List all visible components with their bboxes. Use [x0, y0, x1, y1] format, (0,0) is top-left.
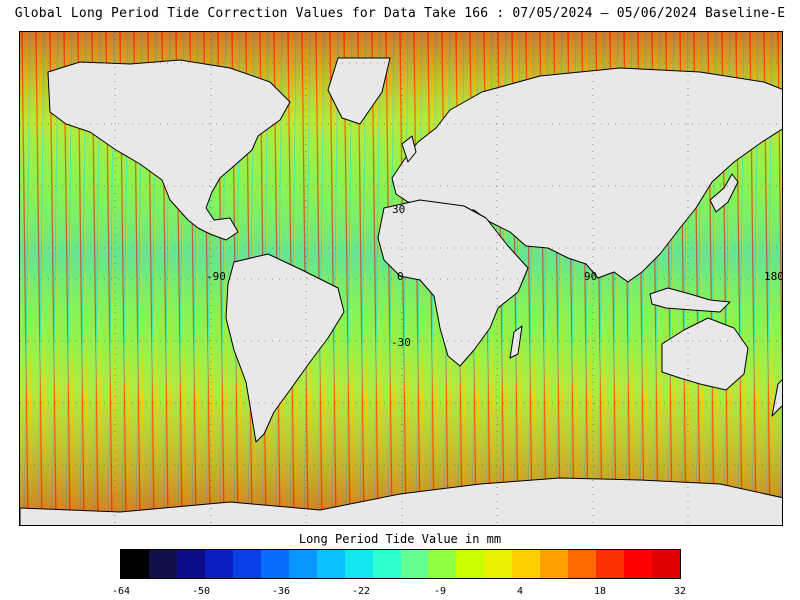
colorbar-swatch [568, 550, 597, 578]
colorbar-swatch [456, 550, 485, 578]
land-masses [20, 57, 782, 525]
colorbar-swatch [652, 550, 681, 578]
colorbar-swatch [148, 550, 177, 578]
colorbar-swatch [596, 550, 625, 578]
colorbar-tick: -64 [111, 586, 131, 597]
colorbar-swatch [512, 550, 541, 578]
colorbar-swatch [372, 550, 401, 578]
lon-label-0: 0 [397, 270, 404, 283]
colorbar-swatch [484, 550, 513, 578]
map-title: Global Long Period Tide Correction Value… [14, 6, 786, 21]
uk [401, 135, 417, 163]
lat-label-minus-30: -30 [391, 336, 411, 349]
colorbar-tick: -36 [271, 586, 291, 597]
new-zealand [771, 379, 782, 417]
colorbar-tick: 18 [593, 586, 607, 597]
greenland [327, 57, 391, 125]
australia [661, 317, 749, 391]
lon-label-90: 90 [584, 270, 597, 283]
colorbar-swatch [260, 550, 289, 578]
colorbar-tick: 4 [516, 586, 524, 597]
colorbar-swatch [316, 550, 345, 578]
colorbar-title: Long Period Tide Value in mm [298, 532, 502, 546]
colorbar-swatch [176, 550, 205, 578]
colorbar-swatch [540, 550, 569, 578]
indonesia [649, 287, 731, 313]
colorbar-swatch [428, 550, 457, 578]
colorbar [120, 549, 681, 579]
colorbar-swatch [121, 550, 149, 578]
colorbar-tick: 32 [673, 586, 687, 597]
colorbar-tick: -22 [351, 586, 371, 597]
grid-labels: 30 -90 0 90 180 -30 [206, 203, 783, 349]
north-america [47, 59, 291, 241]
world-map: 30 -90 0 90 180 -30 [19, 31, 783, 526]
japan [709, 173, 739, 213]
map-canvas: 30 -90 0 90 180 -30 [20, 32, 783, 525]
colorbar-swatch [344, 550, 373, 578]
colorbar-swatch [288, 550, 317, 578]
lon-label-minus-90: -90 [206, 270, 226, 283]
africa [377, 199, 529, 367]
colorbar-swatch [400, 550, 429, 578]
south-america [225, 253, 345, 443]
colorbar-tick: -50 [191, 586, 211, 597]
colorbar-tick: -9 [433, 586, 447, 597]
lon-label-180: 180 [764, 270, 783, 283]
lat-label-30: 30 [392, 203, 405, 216]
colorbar-swatch [204, 550, 233, 578]
colorbar-swatch [232, 550, 261, 578]
madagascar [509, 325, 523, 359]
antarctica [20, 477, 782, 525]
colorbar-swatch [624, 550, 653, 578]
